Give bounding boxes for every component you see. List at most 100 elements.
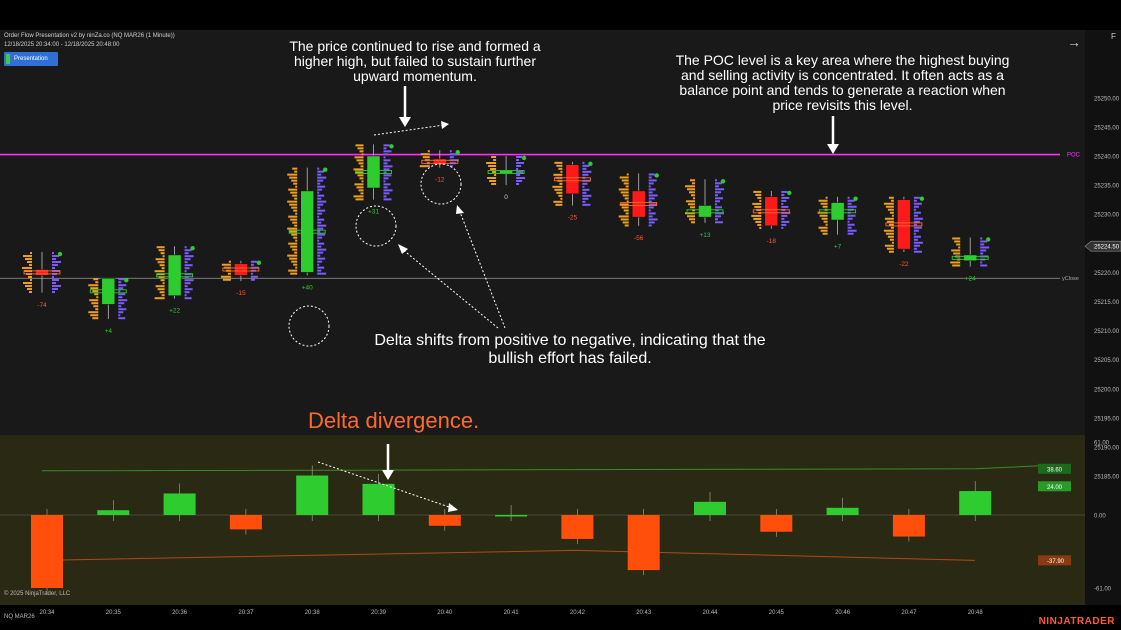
ask-volume-bar <box>383 180 386 183</box>
bid-volume-bar <box>687 188 695 191</box>
ask-volume-bar <box>582 170 592 173</box>
bid-volume-bar <box>358 189 364 192</box>
bid-volume-bar <box>88 311 99 314</box>
bid-volume-bar <box>554 188 563 191</box>
bid-volume-bar <box>289 257 298 260</box>
ask-volume-bar <box>184 291 190 294</box>
bid-volume-bar <box>888 223 894 226</box>
ask-volume-bar <box>648 200 652 203</box>
ask-volume-bar <box>184 264 193 267</box>
ask-volume-bar <box>715 203 717 206</box>
delta-bar <box>495 515 528 517</box>
bid-volume-bar <box>422 156 430 159</box>
ask-volume-bar <box>648 224 652 227</box>
bid-volume-bar <box>356 159 364 162</box>
candle-body <box>631 190 646 218</box>
ask-volume-bar <box>383 144 390 147</box>
bid-volume-bar <box>30 252 32 255</box>
delta-bars: 61.00 0.00 -61.00 38.60 24.00 -37.90 <box>0 441 1112 593</box>
ninjatrader-logo: NINJATRADER <box>1038 616 1115 627</box>
ask-volume-bar <box>847 214 856 217</box>
bid-volume-bar <box>752 202 762 205</box>
bid-volume-bar <box>489 180 497 182</box>
ask-volume-bar <box>317 254 321 257</box>
ask-volume-bar <box>383 162 388 165</box>
bid-volume-bar <box>92 290 99 293</box>
ask-volume-bar <box>52 282 56 285</box>
ask-volume-bar <box>913 196 920 199</box>
bid-volume-bar <box>25 285 32 288</box>
bid-volume-bar <box>288 269 298 272</box>
annotation-delta-divergence: Delta divergence. <box>308 408 480 433</box>
bid-volume-bar <box>357 147 364 150</box>
time-tick-label: 20:35 <box>106 610 122 616</box>
panel-letter[interactable]: F <box>1111 32 1116 41</box>
time-tick-label: 20:44 <box>702 610 718 616</box>
bid-volume-bar <box>293 209 298 212</box>
ask-volume-bar <box>715 212 724 215</box>
imbalance-dot <box>720 179 726 184</box>
delta-bar <box>959 491 992 515</box>
candle-delta-label: +13 <box>699 232 710 239</box>
imbalance-dot <box>521 155 527 161</box>
bid-volume-bar <box>825 223 828 226</box>
candle-body <box>897 199 911 250</box>
ask-volume-bar <box>383 168 390 171</box>
arrow-right-icon[interactable]: → <box>1067 34 1081 50</box>
ask-volume-bar <box>913 241 923 244</box>
ask-volume-bar <box>913 238 918 241</box>
ask-volume-bar <box>913 226 922 229</box>
bid-volume-bar <box>288 242 298 245</box>
annotation-line: bullish effort has failed. <box>488 350 652 367</box>
bid-volume-bar <box>821 217 828 220</box>
ask-volume-bar <box>317 227 324 230</box>
presentation-badge[interactable]: Presentation <box>4 52 58 66</box>
ask-volume-bar <box>317 245 322 248</box>
bid-volume-bar <box>620 218 629 221</box>
ask-volume-bar <box>582 191 587 194</box>
ask-volume-bar <box>648 209 651 212</box>
bid-volume-bar <box>294 170 298 173</box>
bid-volume-bar <box>157 261 165 264</box>
ask-volume-bar <box>383 174 392 177</box>
delta-bar <box>163 493 196 515</box>
bid-volume-bar <box>755 193 762 196</box>
bid-volume-bar <box>28 276 32 279</box>
ask-volume-bar <box>980 237 983 240</box>
ask-volume-bar <box>715 185 719 188</box>
bid-volume-bar <box>23 255 32 258</box>
bid-volume-bar <box>623 209 629 212</box>
bid-volume-bar <box>353 168 364 171</box>
imbalance-dot <box>256 260 262 265</box>
bid-volume-bar <box>887 208 894 211</box>
bid-volume-bar <box>287 227 298 230</box>
ask-volume-bar <box>317 224 327 227</box>
bid-volume-bar <box>889 211 894 214</box>
ask-volume-bar <box>648 218 658 221</box>
candle-delta-label: -18 <box>767 238 777 245</box>
bid-volume-bar <box>951 249 961 252</box>
bid-volume-bar <box>355 198 364 201</box>
ask-volume-bar <box>648 182 654 185</box>
imbalance-dot <box>588 161 593 167</box>
ask-volume-bar <box>980 243 985 246</box>
ask-volume-bar <box>383 186 388 189</box>
candle-delta-label: +31 <box>368 209 379 216</box>
ask-volume-bar <box>317 167 320 170</box>
bid-volume-bar <box>626 173 629 176</box>
bid-volume-bar <box>291 233 298 236</box>
bid-volume-bar <box>885 205 894 208</box>
bid-volume-bar <box>154 270 165 273</box>
bid-volume-bar <box>154 297 165 300</box>
ask-volume-bar <box>715 179 717 182</box>
bid-volume-bar <box>888 196 894 199</box>
ask-volume-bar <box>184 246 187 249</box>
bid-volume-bar <box>159 291 165 294</box>
dotted-arrow <box>401 248 499 329</box>
imbalance-dot <box>919 196 925 201</box>
ask-volume-bar <box>516 174 521 176</box>
ask-volume-bar <box>516 177 526 179</box>
ask-volume-bar <box>317 197 322 200</box>
delta-bar <box>229 515 262 530</box>
